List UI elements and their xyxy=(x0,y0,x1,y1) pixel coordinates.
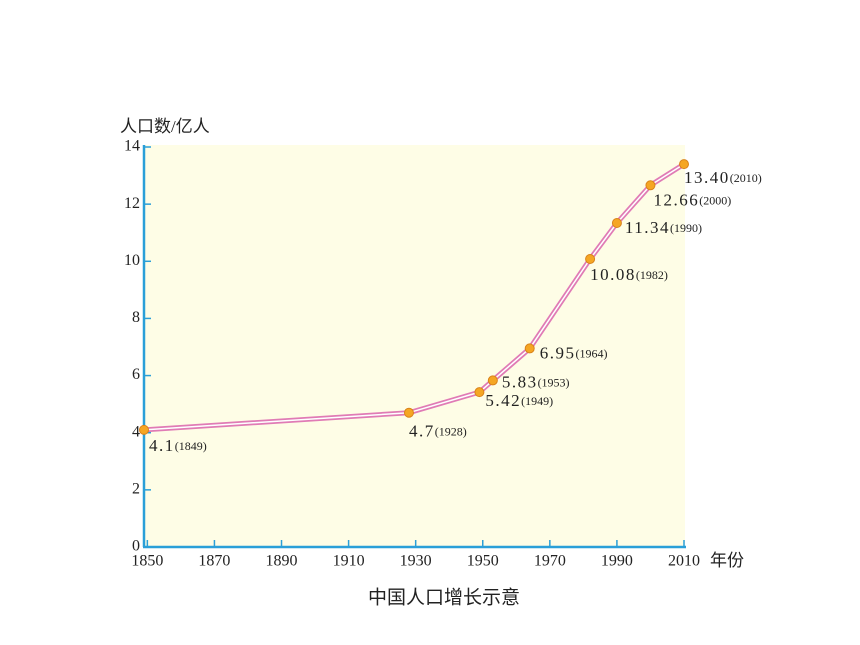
marker xyxy=(139,424,149,435)
x-tick-label: 1890 xyxy=(266,553,298,570)
marker xyxy=(645,180,656,191)
value-label: 11.34 xyxy=(625,218,670,237)
data-label: 5.42(1949) xyxy=(485,391,553,410)
marker xyxy=(611,218,622,228)
value-label: 4.7 xyxy=(409,422,435,441)
data-label: 13.40(2010) xyxy=(684,168,762,187)
marker xyxy=(474,387,485,398)
x-tick-label: 1870 xyxy=(198,553,230,570)
year-label: (1953) xyxy=(538,375,570,389)
year-label: (1949) xyxy=(521,394,553,408)
year-label: (1990) xyxy=(670,221,702,235)
y-tick-label: 8 xyxy=(132,309,140,326)
x-tick-label: 1850 xyxy=(131,553,163,570)
y-tick-label: 4 xyxy=(132,423,140,440)
value-label: 5.83 xyxy=(502,372,538,391)
data-label: 4.7(1928) xyxy=(409,422,467,441)
x-tick-label: 1910 xyxy=(333,553,365,570)
y-tick-label: 10 xyxy=(124,252,140,269)
data-label: 11.34(1990) xyxy=(625,218,702,237)
value-label: 13.40 xyxy=(684,168,730,187)
year-label: (1964) xyxy=(575,346,607,360)
y-tick-label: 6 xyxy=(132,366,140,383)
y-tick-label: 0 xyxy=(132,538,140,555)
x-tick-label: 2010 xyxy=(668,553,700,570)
x-tick-label: 1930 xyxy=(400,553,432,570)
y-tick-label: 14 xyxy=(124,138,140,155)
value-label: 10.08 xyxy=(590,265,636,284)
y-axis-label: 人口数/亿人 xyxy=(120,117,210,136)
x-tick-label: 1990 xyxy=(601,553,633,570)
x-tick-label: 1950 xyxy=(467,553,499,570)
marker xyxy=(585,254,596,264)
x-axis-label: 年份 xyxy=(710,551,744,570)
year-label: (2000) xyxy=(699,193,731,207)
year-label: (1982) xyxy=(636,268,668,282)
marker xyxy=(524,343,535,354)
data-label: 12.66(2000) xyxy=(653,190,731,209)
data-label: 6.95(1964) xyxy=(540,343,608,362)
y-tick-label: 12 xyxy=(124,195,140,212)
y-tick-label: 2 xyxy=(132,481,140,498)
data-label: 5.83(1953) xyxy=(502,372,570,391)
value-label: 12.66 xyxy=(653,190,699,209)
x-tick-label: 1970 xyxy=(534,553,566,570)
data-label: 4.1(1849) xyxy=(149,436,207,455)
value-label: 4.1 xyxy=(149,436,175,455)
year-label: (1849) xyxy=(175,439,207,453)
value-label: 5.42 xyxy=(485,391,521,410)
data-label: 10.08(1982) xyxy=(590,265,668,284)
year-label: (2010) xyxy=(730,171,762,185)
plot-area xyxy=(144,145,685,547)
year-label: (1928) xyxy=(435,424,467,438)
marker xyxy=(403,407,414,418)
marker xyxy=(679,159,689,170)
chart-title: 中国人口增长示意 xyxy=(368,586,520,608)
value-label: 6.95 xyxy=(540,343,576,362)
marker xyxy=(487,375,498,386)
